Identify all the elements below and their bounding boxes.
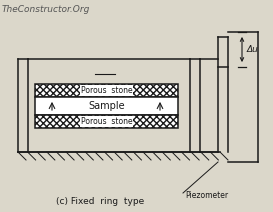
Bar — [35, 97, 178, 115]
Text: TheConstructor.Org: TheConstructor.Org — [2, 5, 90, 14]
Bar — [35, 115, 178, 128]
Text: Piezometer: Piezometer — [185, 191, 228, 199]
Bar — [35, 84, 178, 97]
Text: Δu: Δu — [247, 45, 259, 54]
Text: Sample: Sample — [88, 101, 125, 111]
Text: Porous  stone: Porous stone — [81, 117, 132, 126]
Text: (c) Fixed  ring  type: (c) Fixed ring type — [56, 198, 144, 206]
Bar — [35, 84, 178, 97]
Text: Porous  stone: Porous stone — [81, 86, 132, 95]
Bar — [35, 115, 178, 128]
Bar — [35, 84, 178, 128]
